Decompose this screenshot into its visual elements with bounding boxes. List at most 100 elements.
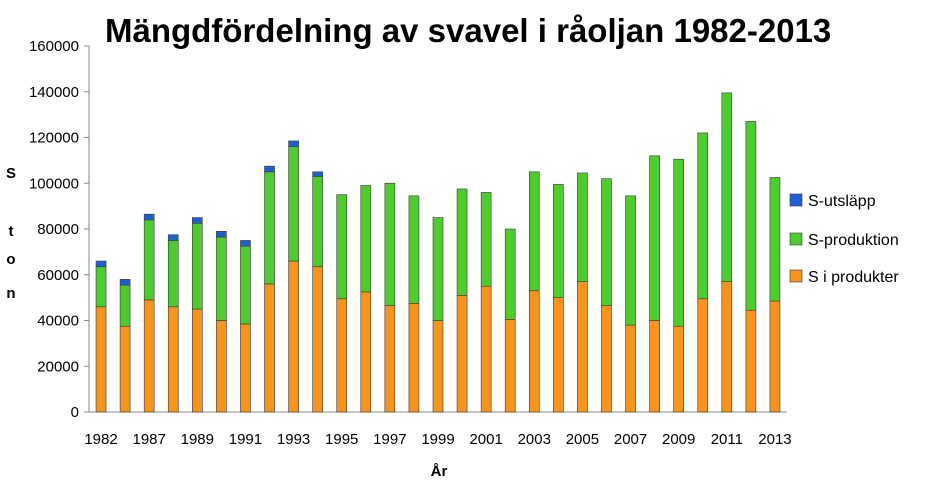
bar-segment <box>625 324 636 413</box>
bar-segment <box>697 132 709 300</box>
x-tick-label: 1997 <box>373 431 406 448</box>
bar-segment <box>143 213 155 221</box>
bar-segment <box>312 176 323 268</box>
y-tick-label: 140000 <box>29 84 79 101</box>
bar-segment <box>167 306 179 413</box>
y-axis-label-char: t <box>9 223 14 240</box>
bar-segment <box>336 194 348 300</box>
x-tick-label: 1991 <box>229 431 262 448</box>
bar-segment <box>649 155 660 321</box>
bar-segment <box>95 306 107 413</box>
x-tick-label: 2001 <box>469 431 502 448</box>
y-tick-label: 40000 <box>37 313 79 330</box>
bar-segment <box>601 305 612 413</box>
bar-segment <box>649 320 660 413</box>
x-tick-label: 2009 <box>662 431 695 448</box>
bar-segment <box>528 290 540 413</box>
bar-segment <box>167 234 179 241</box>
bar-segment <box>192 217 203 224</box>
bar-segment <box>528 171 540 292</box>
x-tick-label: 2005 <box>566 431 599 448</box>
bar-segment <box>577 281 588 413</box>
bar-segment <box>360 291 372 413</box>
bar-segment <box>480 192 492 287</box>
y-tick-label: 60000 <box>37 267 79 284</box>
bar-segment <box>673 158 684 327</box>
x-tick-label: 2013 <box>758 431 791 448</box>
bar-segment <box>769 300 781 413</box>
bar-segment <box>192 308 203 413</box>
bar-segment <box>288 260 299 413</box>
bar-segment <box>577 172 588 282</box>
x-tick-label: 1987 <box>132 431 165 448</box>
bar-segment <box>288 146 299 262</box>
y-axis-label-char: o <box>6 251 15 268</box>
legend-label: S i produkter <box>808 269 899 286</box>
bar-segment <box>119 325 131 413</box>
y-tick-label: 100000 <box>29 175 79 192</box>
bar-segment <box>769 177 781 302</box>
legend-label: S-utsläpp <box>808 193 876 210</box>
bar-segment <box>721 92 733 282</box>
bar-segment <box>384 305 396 413</box>
bar-segment <box>240 323 251 413</box>
bar-segment <box>408 303 420 413</box>
y-tick-label: 0 <box>71 404 79 421</box>
bar-segment <box>167 240 179 308</box>
y-axis-label-char: S <box>6 165 16 182</box>
bar-segment <box>480 285 492 413</box>
bar-segment <box>625 195 636 326</box>
bar-segment <box>288 140 299 147</box>
y-tick-label: 160000 <box>29 38 79 55</box>
x-tick-label: 2011 <box>711 431 743 448</box>
x-axis-label: År <box>431 463 448 480</box>
bar-segment <box>745 121 757 311</box>
bar-segment <box>119 279 131 286</box>
x-tick-label: 2007 <box>614 431 647 448</box>
legend-swatch <box>789 232 803 246</box>
bar-segment <box>216 236 227 321</box>
bar-segment <box>553 297 564 413</box>
x-tick-label: 1995 <box>325 431 358 448</box>
legend-swatch <box>789 193 803 207</box>
bar-segment <box>745 309 757 413</box>
bar-segment <box>240 240 251 247</box>
y-tick-label: 120000 <box>29 130 79 147</box>
bar-segment <box>384 182 396 306</box>
bar-segment <box>553 184 564 298</box>
y-tick-label: 80000 <box>37 221 79 238</box>
bar-segment <box>216 320 227 413</box>
x-tick-label: 1989 <box>181 431 214 448</box>
legend-label: S-produktion <box>808 232 899 249</box>
y-tick-label: 20000 <box>37 358 79 375</box>
bar-segment <box>264 165 275 173</box>
x-tick-label: 1993 <box>277 431 310 448</box>
bar-segment <box>143 299 155 413</box>
bar-segment <box>360 185 372 293</box>
bar-segment <box>673 325 684 413</box>
x-tick-label: 1999 <box>421 431 454 448</box>
bar-segment <box>264 171 275 285</box>
x-tick-label: 1982 <box>84 431 117 448</box>
bar-segment <box>143 219 155 301</box>
legend-swatch <box>789 269 803 283</box>
bar-segment <box>336 298 348 413</box>
bar-segment <box>432 320 444 413</box>
bar-segment <box>312 266 323 413</box>
bar-segment <box>432 217 444 321</box>
bar-segment <box>456 188 468 296</box>
bar-segment <box>721 281 733 413</box>
bar-segment <box>456 295 468 413</box>
bar-segment <box>216 230 227 238</box>
bar-segment <box>192 222 203 310</box>
bar-segment <box>408 195 420 304</box>
y-axis-label-char: n <box>6 285 15 302</box>
bar-segment <box>504 319 516 413</box>
bar-segment <box>119 284 131 327</box>
bar-segment <box>95 266 107 308</box>
bar-segment <box>697 298 709 413</box>
chart-title: Mängdfördelning av svavel i råoljan 1982… <box>105 12 832 49</box>
bar-segment <box>95 260 107 268</box>
